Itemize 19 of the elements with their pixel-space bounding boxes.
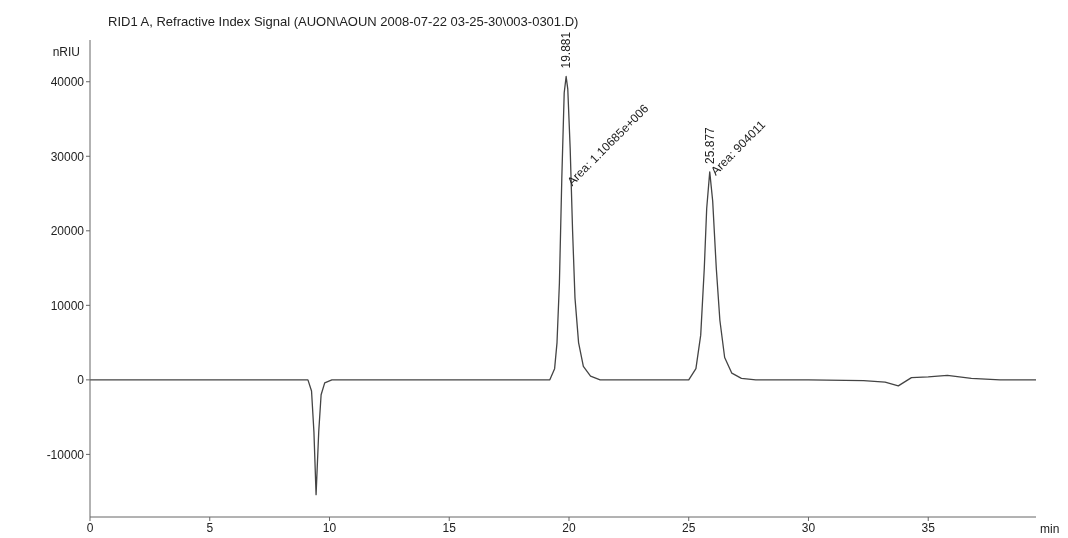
x-tick-label: 30 xyxy=(801,520,816,535)
x-axis-title: min xyxy=(1040,522,1060,536)
y-axis-title: nRIU xyxy=(52,45,80,59)
line-series xyxy=(90,75,1036,496)
y-tick-label: 0 xyxy=(77,373,85,388)
x-tick-label: 10 xyxy=(322,520,337,535)
y-tick-label: 30000 xyxy=(50,149,85,164)
x-tick-label: 15 xyxy=(442,520,457,535)
y-tick-label: 20000 xyxy=(50,224,85,239)
y-tick-label: 40000 xyxy=(50,75,85,89)
x-tick-label: 20 xyxy=(562,520,576,535)
chart-title: RID1 A, Refractive Index Signal (AUON\AOUN 2008-07-22 03-25-30\003-0301.D) xyxy=(108,14,579,29)
annotation: 25.877 xyxy=(702,126,717,164)
y-tick-label: -10000 xyxy=(46,447,85,462)
x-tick-label: 35 xyxy=(921,520,936,535)
x-tick-label: 5 xyxy=(206,520,214,535)
y-tick-label: 10000 xyxy=(50,298,85,313)
x-tick-label: 25 xyxy=(682,520,696,535)
annotation: 19.881 xyxy=(559,31,574,69)
